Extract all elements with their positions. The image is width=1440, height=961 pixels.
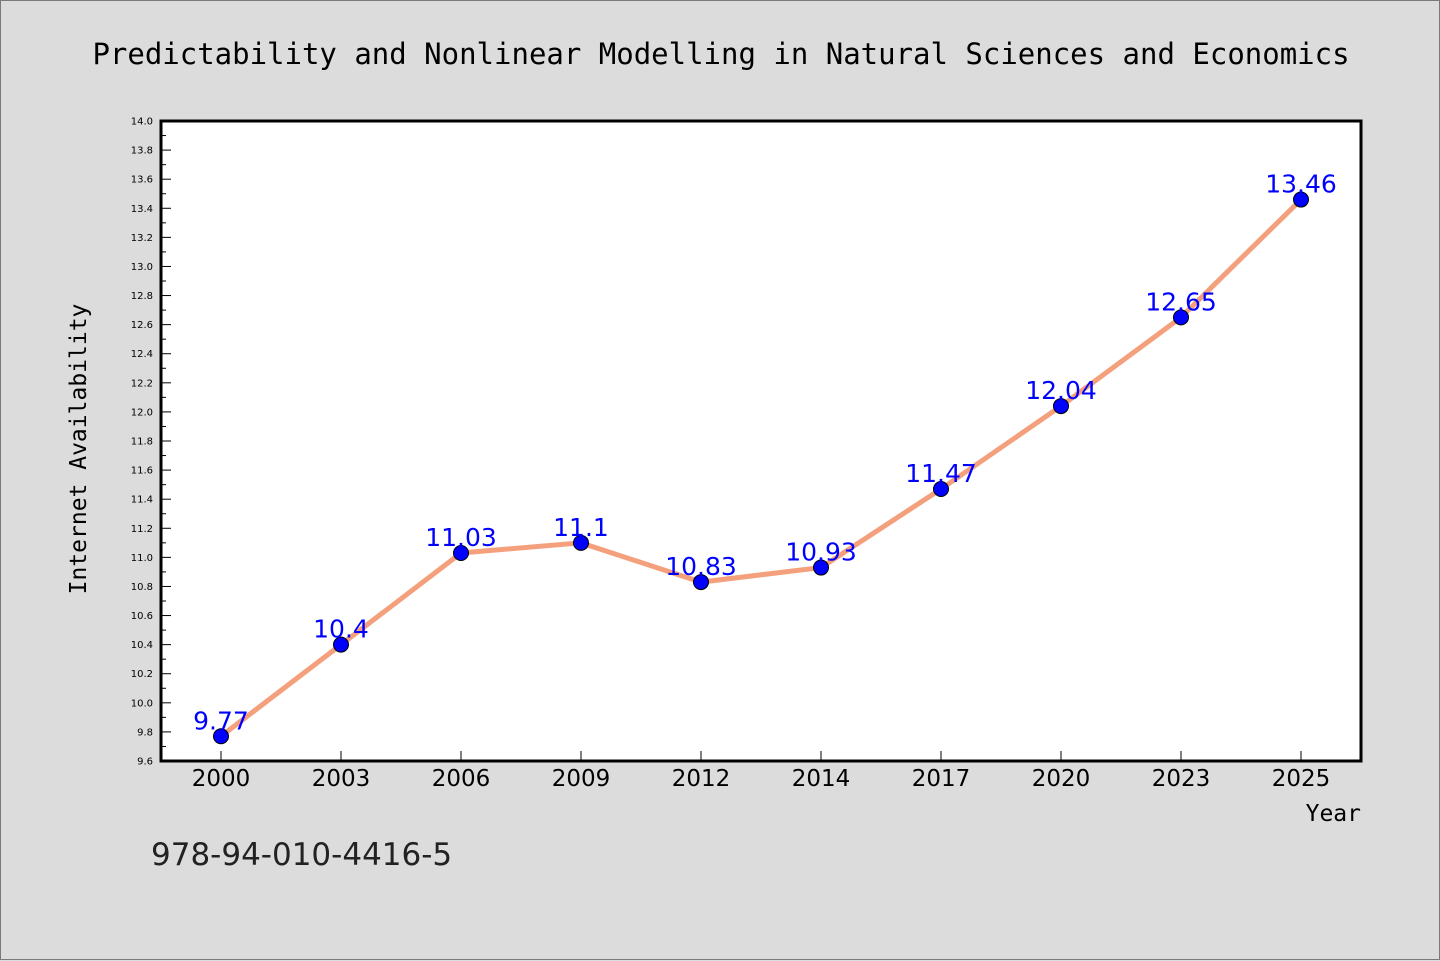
data-point xyxy=(213,728,229,745)
data-point xyxy=(1293,191,1309,208)
x-tick-label: 2012 xyxy=(672,766,731,792)
y-tick-label: 9.8 xyxy=(137,727,153,738)
data-label: 12.04 xyxy=(1025,376,1097,405)
x-tick-label: 2009 xyxy=(552,766,611,792)
data-label: 10.93 xyxy=(785,538,857,567)
y-axis-ticks: 9.6 9.8 10.0 10.2 10.4 10.6 10.8 11.0 11.2 11.4 11… xyxy=(131,117,171,768)
plot-border xyxy=(159,119,1363,763)
x-tick-label: 2006 xyxy=(432,766,491,792)
y-tick-label: 11.2 xyxy=(131,524,153,535)
x-tick-label: 2000 xyxy=(192,766,251,792)
y-tick-label: 9.6 xyxy=(137,757,153,768)
data-point xyxy=(813,559,829,576)
y-tick-label: 10.4 xyxy=(131,640,153,651)
y-tick-label: 10.2 xyxy=(131,669,153,680)
data-label: 11.03 xyxy=(425,523,497,552)
y-tick-label: 13.0 xyxy=(131,262,153,273)
data-label: 10.83 xyxy=(665,552,737,581)
data-label: 10.4 xyxy=(313,615,369,644)
x-tick-label: 2025 xyxy=(1272,766,1331,792)
data-label: 9.77 xyxy=(193,706,249,735)
x-tick-label: 2003 xyxy=(312,766,371,792)
isbn-text: 978-94-010-4416-5 xyxy=(151,837,452,873)
y-tick-label: 12.0 xyxy=(131,407,153,418)
data-label: 13.46 xyxy=(1265,170,1337,199)
data-label: 12.65 xyxy=(1145,287,1217,316)
data-label: 11.1 xyxy=(553,513,609,542)
y-tick-label: 12.8 xyxy=(131,291,153,302)
y-tick-label: 13.2 xyxy=(131,233,153,244)
y-tick-label: 14.0 xyxy=(131,117,153,128)
data-point xyxy=(933,481,949,497)
x-tick-label: 2020 xyxy=(1032,766,1091,792)
y-tick-label: 11.8 xyxy=(131,437,153,448)
y-tick-label: 13.6 xyxy=(131,175,153,186)
x-tick-label: 2017 xyxy=(912,766,971,792)
y-tick-label: 12.6 xyxy=(131,320,153,331)
x-axis-label: Year xyxy=(1306,801,1361,827)
y-tick-label: 11.0 xyxy=(131,553,153,564)
chart-title: Predictability and Nonlinear Modelling i… xyxy=(92,37,1349,71)
data-point xyxy=(453,545,469,561)
y-tick-label: 13.8 xyxy=(131,146,153,157)
y-tick-label: 10.0 xyxy=(131,698,153,709)
data-label: 11.47 xyxy=(905,459,977,488)
y-tick-label: 10.8 xyxy=(131,582,153,593)
data-point xyxy=(693,574,709,591)
y-tick-label: 11.6 xyxy=(131,466,153,477)
series-layer: 9.77 10.4 11.03 11.1 10.83 10.93 11.47 12.04 12.… xyxy=(193,170,1337,745)
y-tick-label: 13.4 xyxy=(131,204,153,215)
x-axis-ticks: 2000 2003 2006 2009 2012 2014 2017 2020 2023 2025 xyxy=(192,751,1331,792)
data-point xyxy=(573,534,589,551)
x-tick-label: 2014 xyxy=(792,766,851,792)
series-line xyxy=(218,197,1304,739)
data-point xyxy=(1173,309,1189,326)
data-point xyxy=(1053,398,1069,415)
y-axis-label: Internet Availability xyxy=(66,304,92,595)
data-point xyxy=(333,636,349,653)
x-tick-label: 2023 xyxy=(1152,766,1211,792)
plot-area xyxy=(161,121,1361,761)
y-tick-label: 12.4 xyxy=(131,349,153,360)
y-tick-label: 11.4 xyxy=(131,495,153,506)
y-tick-label: 10.6 xyxy=(131,611,153,622)
y-tick-label: 12.2 xyxy=(131,378,153,389)
